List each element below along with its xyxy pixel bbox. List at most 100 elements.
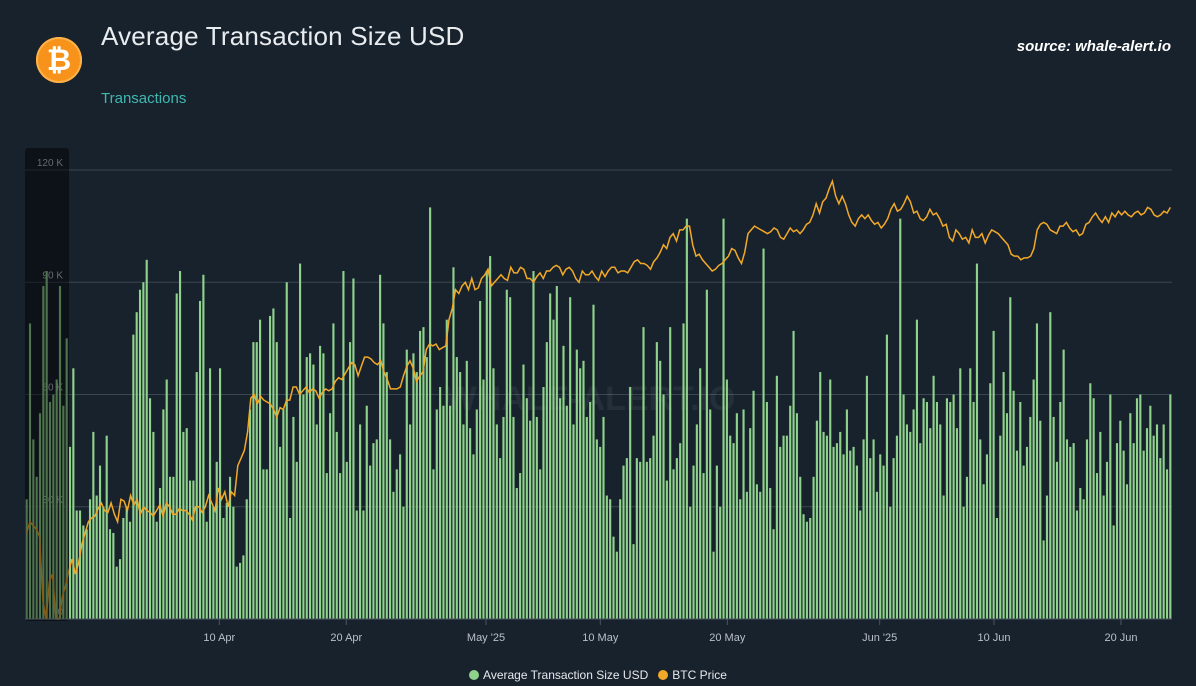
bar <box>1052 416 1055 619</box>
bar <box>138 289 142 619</box>
bar <box>642 327 645 619</box>
bar <box>689 506 692 619</box>
bar <box>535 416 538 619</box>
bar <box>422 327 425 619</box>
bar <box>1072 443 1075 619</box>
bar <box>649 458 652 619</box>
bar <box>599 446 602 619</box>
bar <box>125 506 128 619</box>
bar <box>1165 469 1169 619</box>
bar <box>959 368 962 619</box>
bar <box>865 375 868 619</box>
bar <box>122 517 125 619</box>
bar <box>622 465 625 619</box>
legend-label-avg-tx-size: Average Transaction Size USD <box>483 668 649 682</box>
bar <box>359 424 362 619</box>
bar <box>675 458 678 619</box>
bar <box>1102 495 1105 619</box>
bar <box>279 446 282 619</box>
bar <box>1169 394 1172 619</box>
bar <box>42 285 45 619</box>
legend-item-btc-price[interactable]: BTC Price <box>658 668 727 682</box>
bar <box>295 461 298 619</box>
bar <box>1079 488 1082 619</box>
bar <box>95 495 98 619</box>
bar <box>739 499 742 619</box>
bar <box>312 364 315 619</box>
bar <box>1092 398 1095 619</box>
bar <box>742 409 745 619</box>
bar <box>1112 525 1115 619</box>
bar <box>362 510 365 619</box>
bar <box>652 435 655 619</box>
chart-subtitle-transactions[interactable]: Transactions <box>101 90 187 107</box>
bar <box>382 323 385 619</box>
bar <box>1135 398 1139 619</box>
bar <box>32 439 35 619</box>
bar <box>185 428 188 619</box>
legend-item-avg-tx-size[interactable]: Average Transaction Size USD <box>469 668 648 682</box>
bar <box>419 330 422 619</box>
bar <box>1022 465 1025 619</box>
bar <box>389 439 392 619</box>
bar <box>589 401 592 619</box>
bar <box>432 469 435 619</box>
bar <box>88 499 92 619</box>
bar <box>459 372 462 619</box>
bar <box>995 517 999 619</box>
bar <box>975 263 979 619</box>
bar <box>815 420 818 619</box>
bar <box>775 375 778 619</box>
bar <box>152 431 155 619</box>
bar <box>1149 405 1152 619</box>
y-tick-label: 60 K <box>42 383 63 394</box>
bar <box>135 312 138 619</box>
bar <box>619 499 622 619</box>
bar <box>1099 431 1102 619</box>
bar <box>405 349 408 619</box>
bar <box>559 398 562 619</box>
bar <box>35 476 38 619</box>
bar <box>272 308 275 619</box>
bar <box>465 360 468 619</box>
x-tick-label: 20 Jun <box>1104 632 1137 644</box>
bar <box>822 431 825 619</box>
bar <box>1075 510 1079 619</box>
bar <box>715 465 718 619</box>
bar <box>415 372 418 619</box>
bar <box>1069 446 1072 619</box>
bar <box>108 529 112 619</box>
bar <box>469 428 472 619</box>
bar <box>982 484 985 619</box>
bar <box>275 342 278 619</box>
bar <box>735 413 738 619</box>
bar <box>922 398 925 619</box>
bar <box>52 394 55 619</box>
bar <box>605 495 608 619</box>
bar <box>785 435 788 619</box>
bar <box>552 319 555 619</box>
bar <box>332 323 335 619</box>
bar <box>195 372 198 619</box>
bar <box>665 480 668 619</box>
bar <box>812 476 815 619</box>
chart-title: Average Transaction Size USD <box>101 21 465 51</box>
bar <box>1039 420 1042 619</box>
bar <box>1045 495 1049 619</box>
bar <box>222 517 225 619</box>
bar <box>495 424 498 619</box>
bar <box>85 529 88 619</box>
bar <box>889 506 892 619</box>
bar <box>509 297 512 619</box>
bar <box>148 398 152 619</box>
bar <box>902 394 905 619</box>
bar <box>395 469 398 619</box>
bar <box>752 390 755 619</box>
bar <box>65 338 68 619</box>
bar <box>1152 435 1155 619</box>
bar <box>319 345 322 619</box>
bar <box>489 256 492 619</box>
bar <box>505 289 508 619</box>
x-tick-label: 10 Apr <box>203 632 235 644</box>
bar <box>1125 484 1129 619</box>
